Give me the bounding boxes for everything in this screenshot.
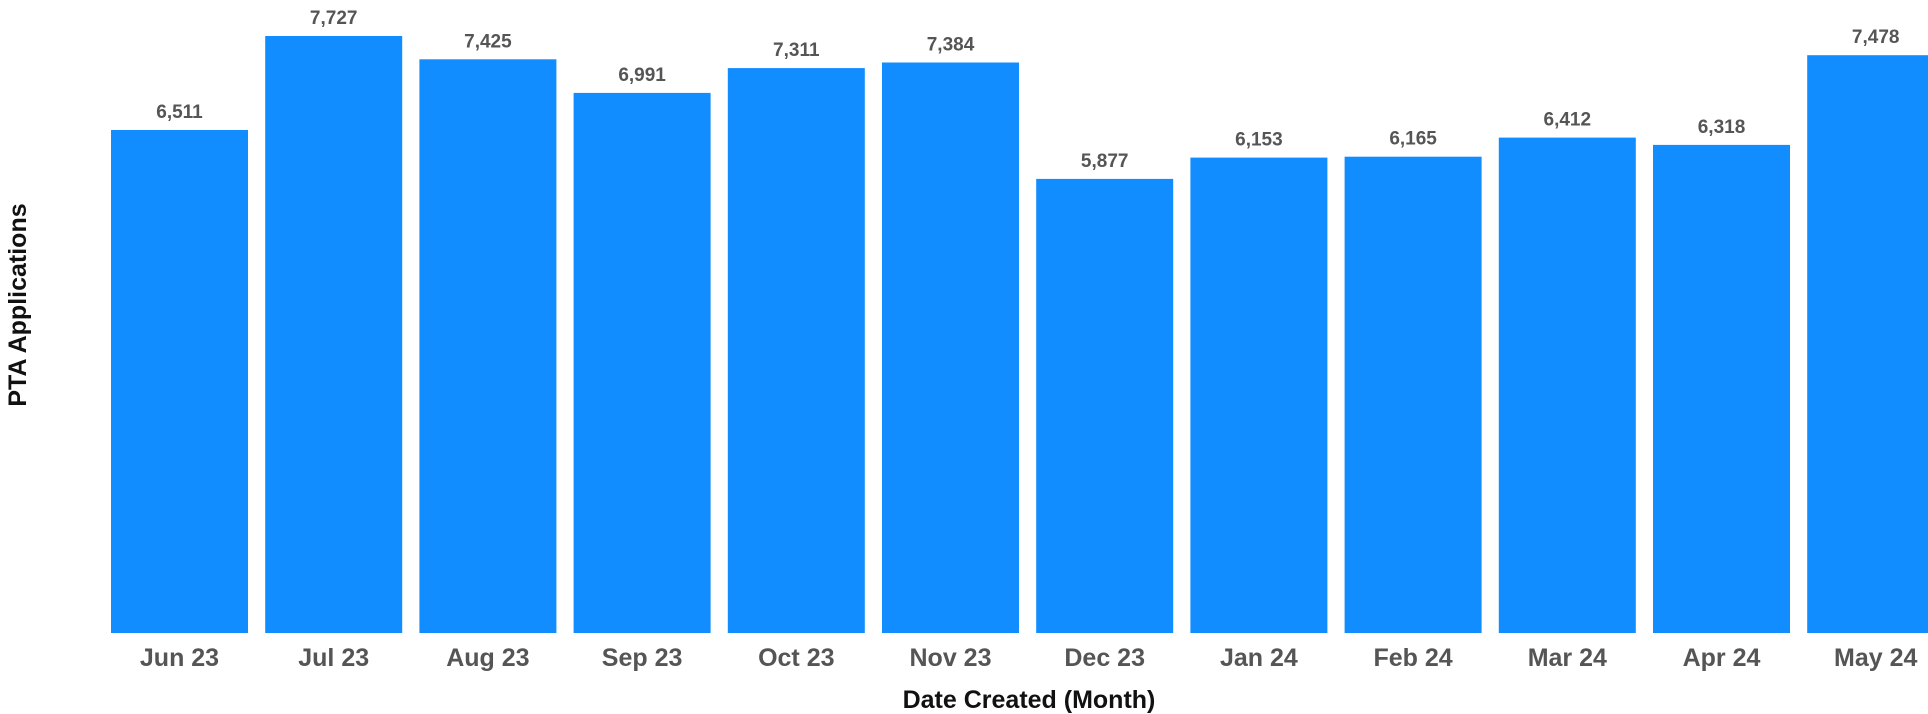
value-labels-layer: 6,511 7,727 7,425 6,991 7,311 7,384 5,877 6,153… (156, 8, 1899, 172)
x-tick-label-jun-23: Jun 23 (140, 644, 219, 672)
data-label-jul-23: 7,727 (310, 8, 358, 29)
data-label-may-24: 7,478 (1852, 27, 1900, 48)
x-tick-label-jan-24: Jan 24 (1220, 644, 1298, 672)
x-axis-ticks: Jun 23 Jul 23 Aug 23 Sep 23 Oct 23 Nov 23 Dec … (140, 644, 1918, 672)
data-label-mar-24: 6,412 (1544, 110, 1592, 131)
x-tick-label-may-24: May 24 (1834, 644, 1917, 672)
data-label-oct-23: 7,311 (773, 40, 820, 61)
x-tick-label-nov-23: Nov 23 (910, 644, 992, 672)
data-label-nov-23: 7,384 (927, 35, 975, 56)
bar-aug-23[interactable] (419, 59, 557, 634)
x-tick-label-aug-23: Aug 23 (446, 644, 529, 672)
bars-layer (111, 36, 1928, 634)
x-axis-title: Date Created (Month) (903, 686, 1156, 714)
data-label-sep-23: 6,991 (618, 65, 666, 86)
bar-apr-24[interactable] (1653, 144, 1790, 633)
bar-jan-24[interactable] (1190, 157, 1328, 633)
data-label-jun-23: 6,511 (156, 102, 203, 123)
data-label-dec-23: 5,877 (1081, 151, 1129, 172)
bar-nov-23[interactable] (882, 62, 1019, 634)
x-tick-label-jul-23: Jul 23 (298, 644, 369, 672)
bar-sep-23[interactable] (573, 92, 711, 633)
x-tick-label-sep-23: Sep 23 (602, 644, 683, 672)
bar-may-24[interactable] (1807, 55, 1928, 633)
data-label-aug-23: 7,425 (464, 31, 512, 52)
x-tick-label-dec-23: Dec 23 (1064, 644, 1145, 672)
x-tick-label-feb-24: Feb 24 (1373, 644, 1452, 672)
x-tick-label-oct-23: Oct 23 (758, 644, 834, 672)
bar-mar-24[interactable] (1498, 137, 1636, 633)
x-tick-label-apr-24: Apr 24 (1683, 644, 1761, 672)
bar-feb-24[interactable] (1344, 156, 1482, 633)
bar-dec-23[interactable] (1036, 178, 1174, 633)
data-label-jan-24: 6,153 (1235, 130, 1283, 151)
data-label-apr-24: 6,318 (1698, 117, 1746, 138)
x-tick-label-mar-24: Mar 24 (1528, 644, 1607, 672)
y-axis-title: PTA Applications (4, 203, 32, 406)
bar-jul-23[interactable] (265, 36, 403, 633)
bar-oct-23[interactable] (727, 68, 865, 634)
data-label-feb-24: 6,165 (1389, 129, 1437, 150)
bar-jun-23[interactable] (111, 130, 248, 633)
